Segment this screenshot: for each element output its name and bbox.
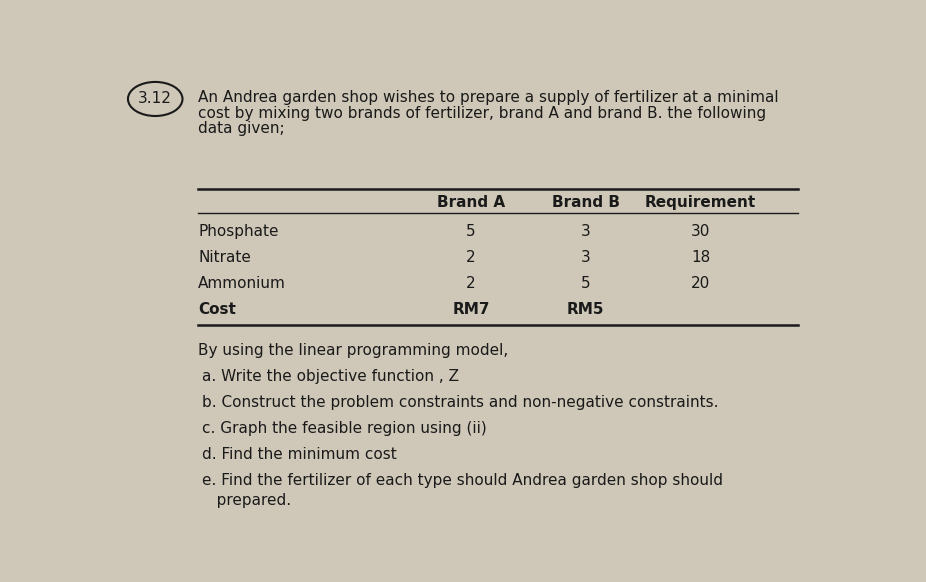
Text: e. Find the fertilizer of each type should Andrea garden shop should
   prepared: e. Find the fertilizer of each type shou… [202,473,723,508]
Text: Brand B: Brand B [552,196,619,210]
Text: data given;: data given; [198,122,285,136]
Text: d. Find the minimum cost: d. Find the minimum cost [202,447,396,462]
Text: 3: 3 [581,250,591,265]
Text: RM5: RM5 [567,303,605,317]
Text: 18: 18 [691,250,710,265]
Text: 30: 30 [691,225,710,239]
Text: b. Construct the problem constraints and non-negative constraints.: b. Construct the problem constraints and… [202,395,719,410]
Text: By using the linear programming model,: By using the linear programming model, [198,343,508,358]
Text: 20: 20 [691,276,710,292]
Text: Nitrate: Nitrate [198,250,251,265]
Text: 3: 3 [581,225,591,239]
Text: 2: 2 [466,276,476,292]
Text: cost by mixing two brands of fertilizer, brand A and brand B. the following: cost by mixing two brands of fertilizer,… [198,106,767,120]
Text: 5: 5 [466,225,476,239]
Text: 2: 2 [466,250,476,265]
Text: RM7: RM7 [452,303,490,317]
Text: Brand A: Brand A [437,196,505,210]
Text: Ammonium: Ammonium [198,276,286,292]
Text: 5: 5 [581,276,591,292]
Text: 3.12: 3.12 [138,91,172,107]
Text: c. Graph the feasible region using (ii): c. Graph the feasible region using (ii) [202,421,487,436]
Text: Phosphate: Phosphate [198,225,279,239]
Text: Cost: Cost [198,303,236,317]
Text: a. Write the objective function , Z: a. Write the objective function , Z [202,369,459,384]
Text: Requirement: Requirement [645,196,757,210]
Text: An Andrea garden shop wishes to prepare a supply of fertilizer at a minimal: An Andrea garden shop wishes to prepare … [198,90,779,105]
